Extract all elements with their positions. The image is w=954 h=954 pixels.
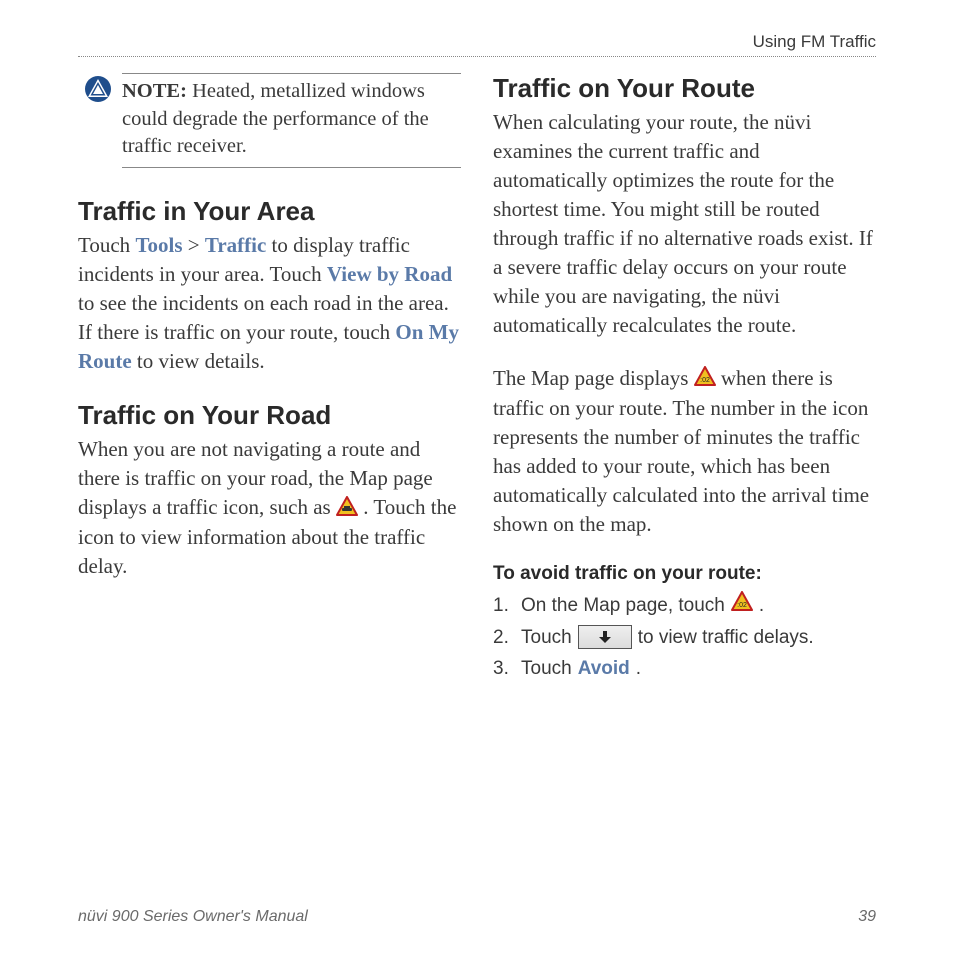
step-number: 2. bbox=[493, 623, 515, 652]
right-column: Traffic on Your Route When calculating y… bbox=[493, 73, 876, 686]
traffic-triangle-icon bbox=[336, 495, 358, 524]
page-footer: nüvi 900 Series Owner's Manual 39 bbox=[78, 908, 876, 926]
link-view-by-road[interactable]: View by Road bbox=[327, 262, 452, 286]
heading-traffic-on-road: Traffic on Your Road bbox=[78, 400, 461, 431]
step-3: 3. Touch Avoid. bbox=[493, 654, 876, 683]
left-column: NOTE: Heated, metallized windows could d… bbox=[78, 73, 461, 686]
heading-traffic-on-route: Traffic on Your Route bbox=[493, 73, 876, 104]
step-number: 1. bbox=[493, 591, 515, 620]
steps-list: 1. On the Map page, touch :02 . 2. Touch bbox=[493, 591, 876, 683]
link-avoid[interactable]: Avoid bbox=[578, 654, 630, 683]
step-2: 2. Touch to view traffic delays. bbox=[493, 623, 876, 652]
step-number: 3. bbox=[493, 654, 515, 683]
para-traffic-on-road: When you are not navigating a route and … bbox=[78, 435, 461, 582]
link-tools[interactable]: Tools bbox=[135, 233, 182, 257]
page-number: 39 bbox=[858, 908, 876, 926]
link-traffic[interactable]: Traffic bbox=[205, 233, 266, 257]
footer-title: nüvi 900 Series Owner's Manual bbox=[78, 908, 308, 926]
heading-traffic-in-area: Traffic in Your Area bbox=[78, 196, 461, 227]
page-header: Using FM Traffic bbox=[78, 32, 876, 56]
note-text: NOTE: Heated, metallized windows could d… bbox=[122, 73, 461, 168]
step-1: 1. On the Map page, touch :02 . bbox=[493, 591, 876, 620]
para-traffic-in-area: Touch Tools > Traffic to display traffic… bbox=[78, 231, 461, 376]
header-section-label: Using FM Traffic bbox=[753, 32, 876, 51]
note-label: NOTE: bbox=[122, 80, 187, 102]
header-divider bbox=[78, 56, 876, 57]
warning-icon bbox=[84, 75, 112, 108]
para-route-1: When calculating your route, the nüvi ex… bbox=[493, 108, 876, 340]
heading-avoid-traffic: To avoid traffic on your route: bbox=[493, 563, 876, 585]
note-box: NOTE: Heated, metallized windows could d… bbox=[84, 73, 461, 168]
para-route-2: The Map page displays :02 when there is … bbox=[493, 364, 876, 540]
traffic-minutes-icon: :02 bbox=[731, 591, 753, 620]
down-arrow-button[interactable] bbox=[578, 625, 632, 649]
traffic-minutes-icon: :02 bbox=[694, 365, 716, 394]
content-columns: NOTE: Heated, metallized windows could d… bbox=[78, 73, 876, 686]
page: Using FM Traffic NOTE: Heated, metallize… bbox=[0, 0, 954, 686]
svg-text::02: :02 bbox=[700, 377, 710, 384]
svg-text::02: :02 bbox=[737, 602, 747, 609]
